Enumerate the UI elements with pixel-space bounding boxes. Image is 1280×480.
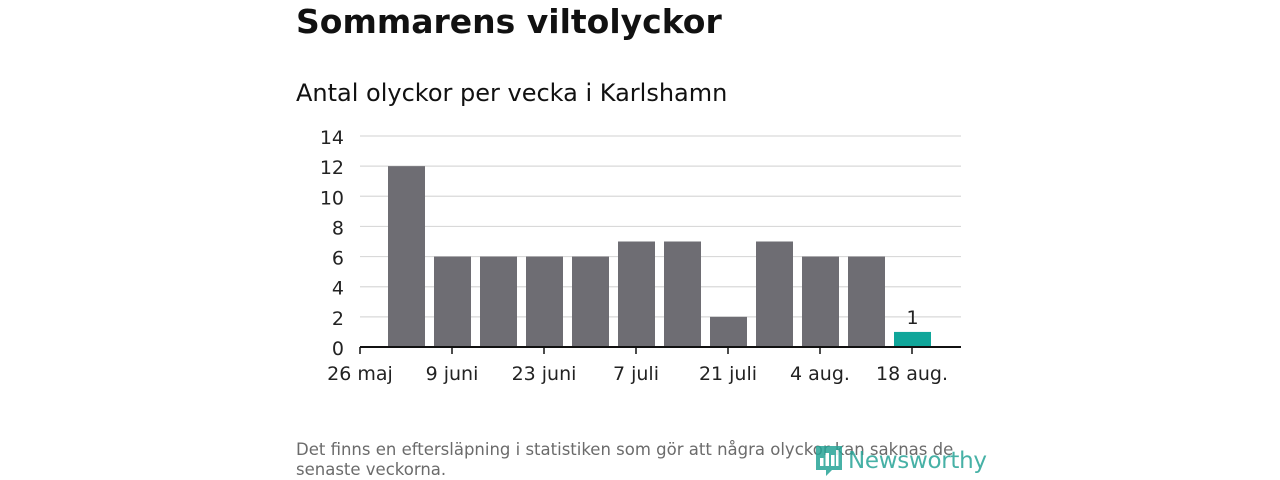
bar [388,166,425,347]
y-tick-label: 12 [320,157,344,179]
bar [572,256,609,347]
bar [434,256,471,347]
data-labels: 1 [906,307,918,329]
bar [894,331,931,347]
y-tick-label: 10 [320,187,344,209]
x-tick-labels: 26 maj 9 juni 23 juni 7 juli 21 juli 4 aug. 18… [327,363,948,385]
y-tick-label: 14 [320,127,344,149]
y-tick-label: 6 [332,248,344,270]
data-label: 1 [906,307,918,329]
x-tick-label: 4 aug. [790,363,850,385]
bar [480,256,517,347]
x-tick-label: 26 maj [327,363,393,385]
bar [756,241,793,347]
newsworthy-chart-icon [816,446,842,476]
x-tick-label: 21 juli [699,363,757,385]
y-tick-label: 0 [332,338,344,360]
logo-text: Newsworthy [848,448,987,474]
x-tick-label: 9 juni [426,363,479,385]
bars [388,166,931,347]
bar [848,256,885,347]
bar [802,256,839,347]
x-axis [359,346,961,354]
y-tick-labels: 0 2 4 6 8 10 12 14 [320,127,344,360]
bar [618,241,655,347]
bar [526,256,563,347]
y-tick-label: 2 [332,308,344,330]
y-tick-label: 8 [332,217,344,239]
chart-title: Sommarens viltolyckor [296,2,722,41]
newsworthy-logo: Newsworthy [814,444,987,478]
bar [664,241,701,347]
x-tick-label: 18 aug. [876,363,948,385]
footnote: Det finns en eftersläpning i statistiken… [296,440,954,479]
x-tick-label: 7 juli [613,363,659,385]
bar [710,316,747,347]
y-tick-label: 4 [332,278,344,300]
chart-subtitle: Antal olyckor per vecka i Karlshamn [296,79,728,107]
x-tick-label: 23 juni [512,363,577,385]
